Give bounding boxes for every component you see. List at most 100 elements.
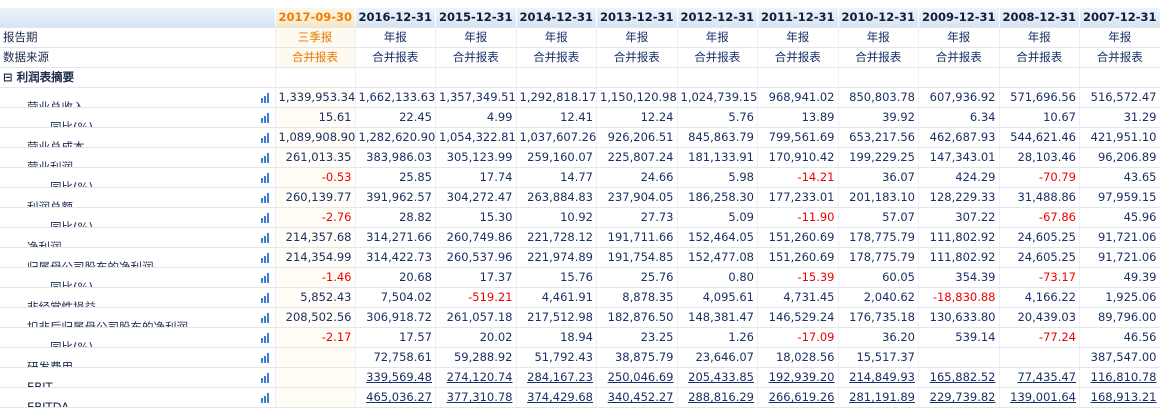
row-label-text: 研发费用 <box>27 359 73 368</box>
value-cell: 151,260.69 <box>757 247 839 268</box>
value-cell: 208,502.56 <box>275 307 356 328</box>
chart-icon[interactable] <box>260 252 271 263</box>
value-cell: 462,687.93 <box>918 127 1000 148</box>
value-text[interactable]: 274,120.74 <box>446 370 513 384</box>
value-cell: 1,024,739.15 <box>677 87 758 108</box>
chart-icon[interactable] <box>260 272 271 283</box>
value-cell: 421,951.10 <box>1079 127 1160 148</box>
chart-icon[interactable] <box>260 352 271 363</box>
chart-icon[interactable] <box>260 292 271 303</box>
value-text: 0.80 <box>728 270 754 284</box>
value-text: 130,633.80 <box>929 310 996 324</box>
chart-icon[interactable] <box>260 232 271 243</box>
value-cell: 130,633.80 <box>918 307 1000 328</box>
value-cell: 97,959.15 <box>1079 187 1160 208</box>
value-cell: 139,001.64 <box>999 387 1080 408</box>
value-text[interactable]: 281,191.89 <box>849 390 915 404</box>
value-text: 10.92 <box>560 210 593 224</box>
value-text[interactable]: 77,435.47 <box>1017 370 1076 384</box>
value-text: 653,217.56 <box>849 130 915 144</box>
value-cell: 1,925.06 <box>1079 287 1160 308</box>
chart-icon[interactable] <box>260 172 271 183</box>
value-text: 306,918.72 <box>366 310 432 324</box>
value-cell: -77.24 <box>999 327 1080 348</box>
value-cell: 17.37 <box>435 267 517 288</box>
value-text: 176,735.18 <box>849 310 915 324</box>
value-cell: 151,260.69 <box>757 227 839 248</box>
date-header: 2007-12-31 <box>1079 8 1160 28</box>
value-text: 263,884.83 <box>527 190 593 204</box>
value-cell: 28.82 <box>355 207 436 228</box>
chart-icon[interactable] <box>260 192 271 203</box>
value-text: 544,621.46 <box>1010 130 1076 144</box>
date-header: 2013-12-31 <box>596 8 678 28</box>
value-text[interactable]: 377,310.78 <box>446 390 513 404</box>
row-label-text: 利润总额 <box>27 199 73 208</box>
value-cell: 28,103.46 <box>999 147 1080 168</box>
data-row: 同比(%) 15.61 22.45 4.99 12.41 12.24 5.76 13.89 39… <box>0 107 1160 128</box>
value-text: 22.45 <box>399 110 432 124</box>
value-text[interactable]: 165,882.52 <box>929 370 996 384</box>
value-text[interactable]: 288,816.29 <box>688 390 754 404</box>
value-cell: 186,258.30 <box>677 187 758 208</box>
chart-icon[interactable] <box>260 312 271 323</box>
value-cell: 1,150,120.98 <box>596 87 678 108</box>
value-cell: 51,792.43 <box>516 347 597 368</box>
value-text[interactable]: 340,452.27 <box>607 390 674 404</box>
value-cell: 281,191.89 <box>838 387 919 408</box>
value-text[interactable]: 465,036.27 <box>366 390 432 404</box>
value-text[interactable]: 229,739.82 <box>929 390 996 404</box>
chart-icon[interactable] <box>260 152 271 163</box>
value-text: 36.07 <box>882 170 915 184</box>
value-text: 199,229.25 <box>849 150 915 164</box>
meta-cell: 合并报表 <box>516 47 597 68</box>
value-cell: 307.22 <box>918 207 1000 228</box>
empty-cell <box>677 67 758 88</box>
value-text: 968,941.02 <box>768 90 835 104</box>
value-text: 7,504.02 <box>380 290 432 304</box>
value-cell: 217,512.98 <box>516 307 597 328</box>
data-row: 利润总额 260,139.77 391,962.57 304,272.47 263,88… <box>0 187 1160 208</box>
value-cell: 116,810.78 <box>1079 367 1160 388</box>
value-text: 148,381.47 <box>688 310 754 324</box>
chart-icon[interactable] <box>260 132 271 143</box>
value-text[interactable]: 266,619.26 <box>768 390 835 404</box>
value-text: 36.20 <box>882 330 915 344</box>
value-text: 31,488.86 <box>1017 190 1076 204</box>
value-cell: 111,802.92 <box>918 247 1000 268</box>
value-cell: 391,962.57 <box>355 187 436 208</box>
value-text[interactable]: 116,810.78 <box>1090 370 1157 384</box>
value-text: 111,802.92 <box>929 250 996 264</box>
value-text: 225,807.24 <box>607 150 674 164</box>
value-text[interactable]: 250,046.69 <box>607 370 674 384</box>
value-text[interactable]: 339,569.48 <box>366 370 432 384</box>
value-cell: 221,728.12 <box>516 227 597 248</box>
value-text[interactable]: 192,939.20 <box>768 370 835 384</box>
value-text[interactable]: 205,433.85 <box>688 370 754 384</box>
chart-icon[interactable] <box>260 392 271 403</box>
value-text[interactable]: 214,849.93 <box>849 370 915 384</box>
value-text: 18,028.56 <box>775 350 835 364</box>
value-cell: 1.26 <box>677 327 758 348</box>
income-table: 2017-09-30 2016-12-31 2015-12-31 2014-12-31… <box>0 8 1160 408</box>
chart-icon[interactable] <box>260 112 271 123</box>
chart-icon[interactable] <box>260 92 271 103</box>
value-cell: 926,206.51 <box>596 127 678 148</box>
section-title: ⊟ 利润表摘要 <box>0 67 276 88</box>
value-text[interactable]: 284,167.23 <box>527 370 593 384</box>
chart-icon[interactable] <box>260 212 271 223</box>
value-cell: 354.39 <box>918 267 1000 288</box>
value-text[interactable]: 168,913.21 <box>1090 390 1157 404</box>
value-cell: 850,803.78 <box>838 87 919 108</box>
value-text: 4,166.22 <box>1024 290 1076 304</box>
value-text: 177,233.01 <box>768 190 835 204</box>
chart-icon[interactable] <box>260 332 271 343</box>
value-text[interactable]: 139,001.64 <box>1010 390 1076 404</box>
value-cell: 96,206.89 <box>1079 147 1160 168</box>
value-cell: 10.92 <box>516 207 597 228</box>
value-cell: -11.90 <box>757 207 839 228</box>
value-text: -14.21 <box>797 170 835 184</box>
value-text: 261,013.35 <box>285 150 352 164</box>
value-text[interactable]: 374,429.68 <box>527 390 593 404</box>
chart-icon[interactable] <box>260 372 271 383</box>
